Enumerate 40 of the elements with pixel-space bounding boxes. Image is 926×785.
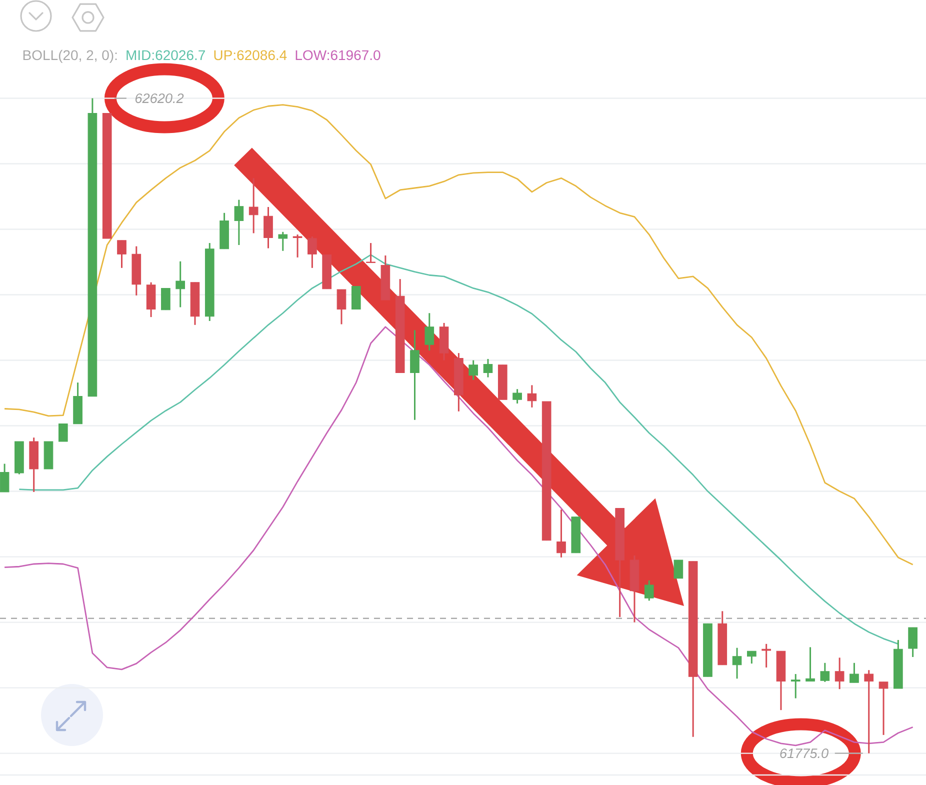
- candlestick: [878, 681, 888, 736]
- candlestick: [264, 206, 273, 250]
- candlestick: [644, 580, 654, 602]
- candlestick: [292, 234, 302, 258]
- candlestick: [58, 424, 68, 442]
- text: LOW:61967.0: [296, 50, 380, 60]
- candlestick: [366, 242, 376, 264]
- candlestick: [278, 231, 288, 252]
- candlestick: [248, 177, 258, 234]
- candlestick: [234, 199, 244, 246]
- candlestick: [424, 312, 434, 352]
- candlestick: [0, 463, 10, 493]
- candlestick: [864, 669, 874, 754]
- annotation: 62620.2: [135, 93, 184, 104]
- candlestick: [790, 673, 800, 700]
- candlestick: [308, 236, 317, 269]
- candlestick: [512, 388, 522, 404]
- candlestick: [483, 358, 493, 378]
- candlestick: [834, 656, 844, 690]
- text: MID:62026.7: [126, 50, 205, 60]
- candlestick: [117, 240, 126, 269]
- candlestick: [820, 662, 830, 683]
- candlestick: [850, 662, 859, 684]
- candlestick: [806, 646, 815, 682]
- candlestick: [351, 286, 361, 310]
- candlestick: [176, 260, 186, 308]
- candlestick: [410, 329, 420, 421]
- candlestick: [732, 647, 742, 680]
- legend-title: BOLL(20, 2, 0):: [23, 50, 117, 63]
- candlestick: [674, 559, 684, 580]
- text: UP:62086.4: [214, 50, 287, 60]
- candlestick: [161, 287, 170, 311]
- candlestick: [762, 643, 771, 668]
- candlestick: [747, 650, 756, 664]
- candlestick: [527, 384, 537, 408]
- candlestick: [468, 360, 478, 381]
- annotation: 61775.0: [780, 748, 828, 758]
- candlestick: [336, 288, 346, 325]
- candlestick: [908, 626, 918, 658]
- candlestick: [556, 508, 566, 558]
